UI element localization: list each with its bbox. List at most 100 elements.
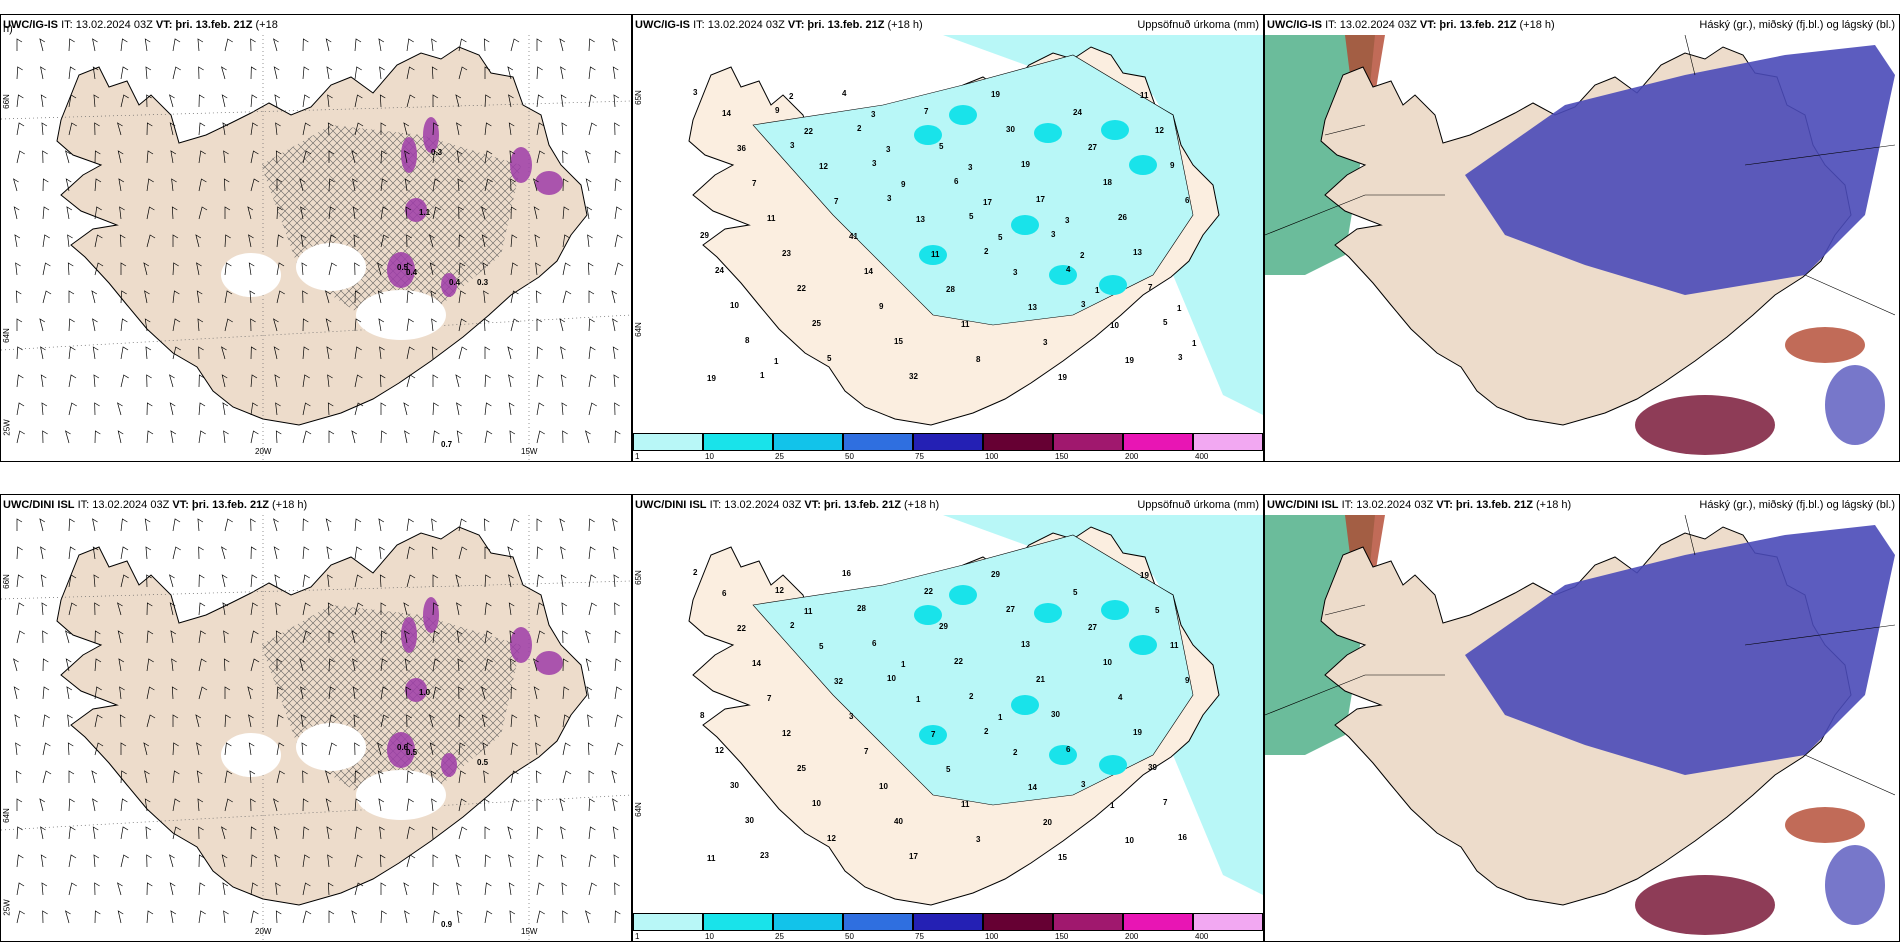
wind-barb — [16, 518, 23, 531]
wind-barb — [561, 402, 568, 416]
value-label: 1.0 — [419, 688, 431, 697]
wind-barb — [16, 602, 25, 616]
precip-value: 32 — [834, 677, 843, 686]
wind-barb — [39, 318, 46, 332]
lat-label-66n: 66N — [1, 574, 11, 589]
wind-barb — [484, 94, 491, 108]
wind-barb — [533, 658, 539, 672]
wind-barb — [16, 94, 24, 108]
wind-barb — [352, 178, 358, 192]
lead-time: (+18 h) — [272, 499, 308, 511]
wind-barb — [222, 602, 229, 616]
wind-barb — [195, 714, 202, 728]
wind-barb — [536, 798, 543, 811]
wind-barb — [250, 430, 259, 444]
wind-barb — [406, 518, 414, 532]
wind-barb — [380, 910, 387, 924]
wind-barb — [66, 686, 73, 700]
wind-barb — [561, 122, 568, 136]
panel-header: UWC/IG-IS IT: 13.02.2024 03Z VT: þri. 13… — [1, 15, 631, 35]
wind-barb — [612, 826, 619, 840]
wind-barb — [273, 66, 280, 80]
precip-value: 17 — [909, 852, 918, 861]
wind-barb — [562, 686, 570, 700]
wind-barb — [510, 234, 518, 248]
precip-value: 17 — [1036, 195, 1045, 204]
wind-barb — [587, 234, 593, 248]
wind-barb — [508, 574, 514, 588]
wind-barb — [588, 94, 597, 108]
convective-cell — [401, 137, 417, 173]
precip-value: 5 — [1073, 588, 1078, 597]
wind-barb — [16, 882, 25, 896]
precip-value: 40 — [894, 817, 903, 826]
wind-barb — [302, 798, 309, 812]
valid-time: VT: þri. 13.feb. 21Z — [1436, 499, 1533, 511]
wind-barb — [327, 94, 333, 108]
convective-cell — [535, 651, 563, 675]
wind-barb — [325, 798, 332, 812]
wind-barb — [117, 430, 124, 444]
wind-barb — [197, 798, 204, 812]
wind-barb — [614, 658, 622, 672]
precip-value: 1 — [760, 371, 765, 380]
wind-barb — [326, 346, 333, 360]
wind-barb — [406, 66, 415, 80]
valid-time: VT: þri. 13.feb. 21Z — [804, 499, 901, 511]
precip-value: 2 — [693, 568, 698, 577]
init-time: IT: 13.02.2024 03Z — [1341, 499, 1434, 511]
precip-value: 11 — [707, 854, 716, 863]
wind-barb — [326, 66, 333, 80]
wind-barb — [196, 262, 202, 276]
wind-barb — [377, 262, 383, 276]
precip-maximum — [1011, 215, 1039, 235]
wind-barb — [536, 122, 545, 136]
wind-barb — [560, 826, 566, 840]
wind-barb — [328, 742, 337, 756]
wind-barb — [510, 714, 518, 728]
wind-barb — [536, 546, 543, 560]
precip-maximum — [1099, 275, 1127, 295]
wind-barb — [273, 798, 279, 812]
wind-barb — [224, 686, 231, 699]
precip-value: 15 — [894, 337, 903, 346]
precip-value: 7 — [864, 747, 869, 756]
wind-barb — [15, 262, 21, 276]
wind-barb — [614, 714, 623, 728]
wind-barb — [354, 66, 362, 80]
wind-barb — [275, 402, 281, 416]
wind-barb — [273, 518, 279, 532]
wind-barb — [120, 798, 128, 812]
wind-barb — [406, 374, 416, 388]
wind-barb — [325, 290, 331, 304]
panel-header: UWC/IG-IS IT: 13.02.2024 03Z VT: þri. 13… — [1265, 15, 1899, 35]
wind-barb — [197, 518, 204, 532]
wind-barb — [380, 178, 388, 192]
wind-barb — [456, 882, 462, 896]
wind-barb — [484, 346, 491, 359]
precip-value: 6 — [954, 177, 959, 186]
precip-value: 17 — [983, 198, 992, 207]
wind-barb — [328, 234, 337, 248]
wind-barb — [146, 430, 154, 444]
wind-barb — [510, 318, 520, 332]
wind-barb — [406, 854, 416, 868]
wind-barb — [614, 742, 624, 756]
wind-barb — [250, 546, 257, 560]
wind-barb — [536, 574, 544, 588]
wind-barb — [169, 574, 175, 588]
wind-barb — [302, 122, 311, 136]
wind-barb — [300, 206, 306, 220]
high-cloud-area — [1785, 327, 1865, 363]
wind-barb — [585, 630, 591, 644]
wind-barb — [325, 518, 332, 532]
lead-time: (+18 h) — [1519, 19, 1555, 31]
precip-value: 2 — [1013, 748, 1018, 757]
precip-value: 14 — [752, 659, 761, 668]
wind-barb — [562, 714, 570, 728]
wind-barb — [299, 658, 306, 672]
wind-barb — [120, 38, 128, 52]
wind-barb — [562, 658, 569, 672]
wind-barb — [507, 346, 514, 360]
wind-barb — [68, 798, 75, 812]
